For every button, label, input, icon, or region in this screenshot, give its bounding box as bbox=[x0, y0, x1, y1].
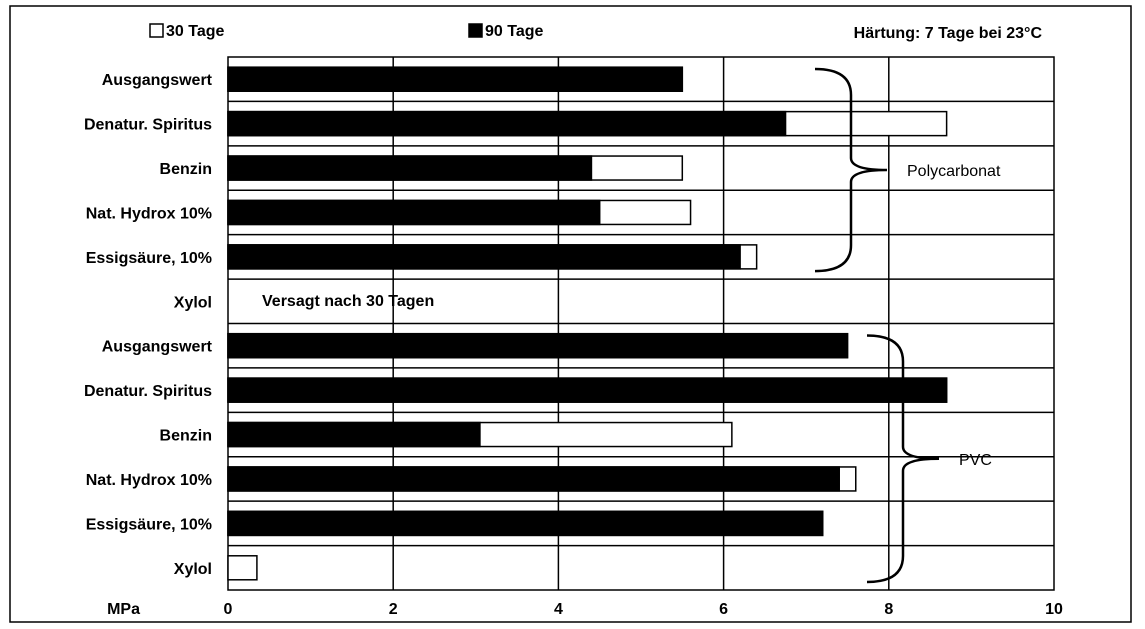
bar-90-tage-7 bbox=[227, 377, 948, 403]
category-label-10: Essigsäure, 10% bbox=[86, 516, 212, 533]
category-label-11: Xylol bbox=[174, 561, 212, 578]
category-label-6: Ausgangswert bbox=[102, 339, 213, 356]
bar-90-tage-10 bbox=[227, 510, 824, 537]
curing-note: Härtung: 7 Tage bei 23°C bbox=[854, 25, 1043, 42]
x-axis-ticks: 0 2 4 6 8 10 bbox=[224, 601, 1063, 618]
bar-90-tage-4 bbox=[227, 244, 741, 270]
group-brace-1 bbox=[866, 334, 940, 584]
grid bbox=[227, 56, 1055, 591]
category-label-0: Ausgangswert bbox=[102, 72, 213, 89]
x-tick-label-6: 6 bbox=[719, 601, 728, 618]
category-labels: Ausgangswert Denatur. Spiritus Benzin Nat. … bbox=[84, 72, 213, 578]
bar-90-tage-3 bbox=[227, 199, 601, 226]
bar-90-tage-9 bbox=[227, 466, 840, 492]
category-label-5: Xylol bbox=[174, 294, 212, 311]
x-tick-label-10: 10 bbox=[1045, 601, 1063, 618]
bar-90-tage-2 bbox=[227, 155, 593, 181]
legend: 30 Tage 90 Tage bbox=[149, 23, 544, 40]
group-label-0: Polycarbonat bbox=[907, 163, 1001, 180]
x-tick-label-8: 8 bbox=[884, 601, 893, 618]
category-label-2: Benzin bbox=[160, 161, 212, 178]
legend-swatch-90-tage bbox=[468, 23, 483, 38]
x-tick-label-4: 4 bbox=[554, 601, 563, 618]
x-tick-label-2: 2 bbox=[389, 601, 398, 618]
chart-frame bbox=[9, 5, 1132, 623]
group-braces: Polycarbonat PVC bbox=[814, 67, 1001, 584]
bar-90-tage-1 bbox=[227, 110, 787, 137]
legend-label-30-tage: 30 Tage bbox=[166, 23, 225, 40]
bar-90-tage-8 bbox=[227, 421, 481, 448]
category-label-9: Nat. Hydrox 10% bbox=[86, 472, 212, 489]
bar-90-tage-0 bbox=[227, 66, 684, 92]
legend-label-90-tage: 90 Tage bbox=[485, 23, 544, 40]
bar-90-tage-6 bbox=[227, 332, 849, 359]
axis-unit-label: MPa bbox=[107, 601, 140, 618]
category-label-7: Denatur. Spiritus bbox=[84, 383, 212, 400]
category-label-8: Benzin bbox=[160, 428, 212, 445]
x-tick-label-0: 0 bbox=[224, 601, 233, 618]
group-label-1: PVC bbox=[959, 452, 992, 469]
legend-swatch-30-tage bbox=[149, 23, 164, 38]
category-label-1: Denatur. Spiritus bbox=[84, 117, 212, 134]
bar-30-tage-11 bbox=[227, 555, 258, 581]
bars bbox=[227, 66, 948, 581]
category-label-4: Essigsäure, 10% bbox=[86, 250, 212, 267]
group-brace-0 bbox=[814, 67, 888, 273]
category-label-3: Nat. Hydrox 10% bbox=[86, 205, 212, 222]
failure-note: Versagt nach 30 Tagen bbox=[262, 293, 434, 310]
